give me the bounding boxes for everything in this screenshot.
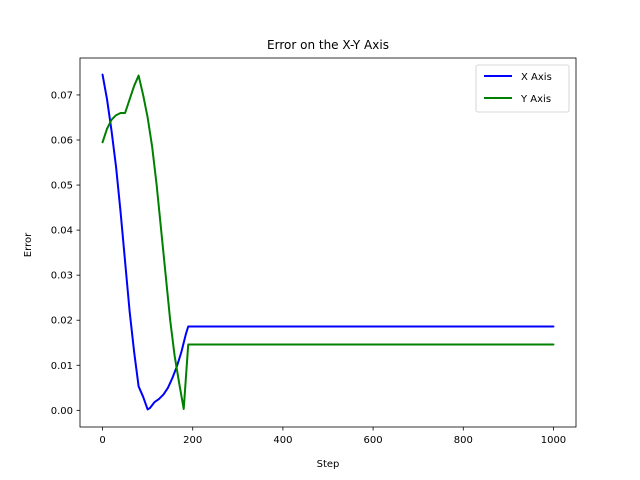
y-tick-label: 0.01 [51, 361, 73, 372]
x-tick-label: 0 [99, 435, 105, 446]
legend: X Axis Y Axis [475, 64, 570, 113]
x-tick-label: 800 [454, 435, 473, 446]
series-line-0 [101, 73, 555, 411]
legend-label-1: Y Axis [520, 94, 551, 105]
series-line-1 [101, 74, 555, 410]
y-tick-label: 0.00 [51, 406, 73, 417]
plot-area: 0 200 400 600 800 1000 0.00 0.01 0.02 0.03 0.04 0.0… [51, 57, 577, 446]
axes-frame [79, 57, 577, 428]
y-tick-label: 0.07 [51, 90, 73, 101]
y-tick-label: 0.06 [51, 136, 73, 147]
x-tick-label: 600 [364, 435, 383, 446]
x-tick-label: 1000 [541, 435, 566, 446]
y-axis-label: Error [23, 232, 34, 257]
y-tick-label: 0.05 [51, 181, 73, 192]
legend-label-0: X Axis [521, 72, 552, 83]
chart-title: Error on the X-Y Axis [267, 38, 389, 52]
y-tick-label: 0.04 [51, 226, 73, 237]
y-tick-label: 0.03 [51, 271, 73, 282]
x-axis-label: Step [317, 459, 340, 470]
y-tick-label: 0.02 [51, 316, 73, 327]
x-tick-label: 400 [273, 435, 292, 446]
x-tick-label: 200 [183, 435, 202, 446]
